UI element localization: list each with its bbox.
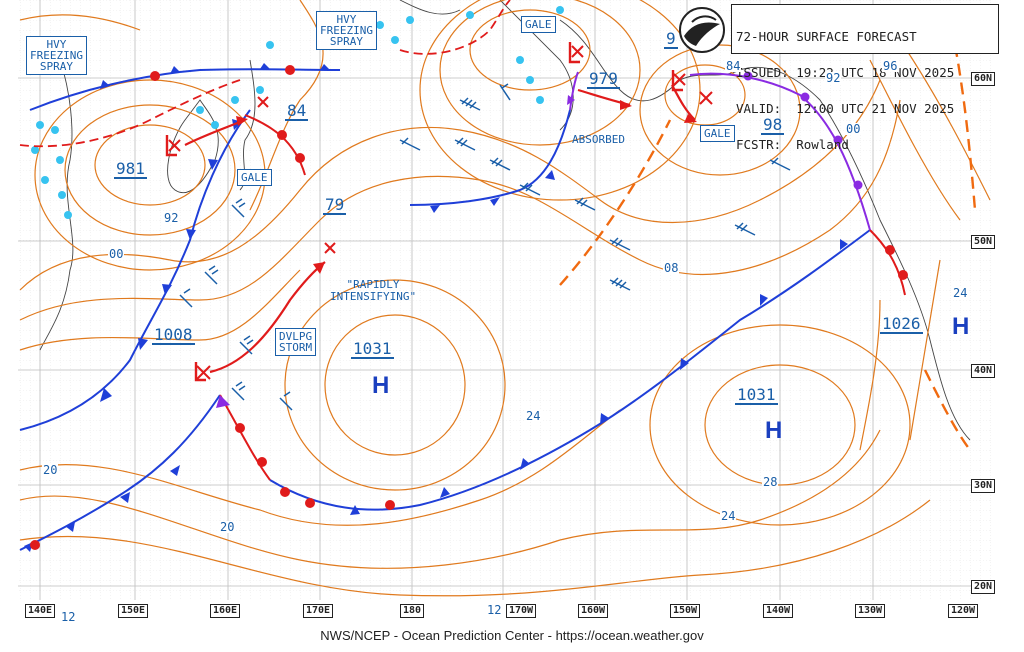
lat-label-20n: 20N [971, 580, 996, 594]
lon-label-170w: 170W [506, 604, 537, 618]
pressure-79: 79 [323, 195, 347, 215]
wind-barbs [179, 83, 791, 411]
isobar-label-08: 08 [663, 261, 680, 275]
high-center-west: H [372, 372, 390, 399]
low-L-symbols [165, 42, 683, 382]
occluded-symbols [216, 71, 863, 408]
lon-label-180: 180 [400, 604, 425, 618]
pressure-1031-west: 1031 [351, 339, 394, 359]
isobar-label-92-east: 92 [825, 71, 842, 85]
lon-label-160e: 160E [210, 604, 241, 618]
lat-label-60n: 60N [971, 72, 996, 86]
high-center-east: H [765, 417, 783, 444]
pressure-979: 979 [587, 69, 620, 89]
lon-label-150w: 150W [670, 604, 701, 618]
isobar-label-24-central: 24 [525, 409, 542, 423]
header-title: 72-HOUR SURFACE FORECAST [736, 29, 917, 44]
footer-credit: NWS/NCEP - Ocean Prediction Center - htt… [320, 628, 704, 643]
pressure-1031-east: 1031 [735, 385, 778, 405]
hvy-freezing-spray-north-box: HVY FREEZING SPRAY [316, 11, 377, 50]
developing-storm-box: DVLPG STORM [275, 328, 317, 356]
gale-east-box: GALE [700, 125, 735, 142]
lat-label-50n: 50N [971, 235, 996, 249]
isobar-label-24-east: 24 [720, 509, 737, 523]
track-arrowheads [236, 100, 697, 274]
lon-label-160w: 160W [578, 604, 609, 618]
header-valid: VALID: 12:00 UTC 21 NOV 2025 [736, 101, 955, 116]
header-forecaster: FCSTR: Rowland [736, 137, 849, 152]
forecast-header: 72-HOUR SURFACE FORECAST ISSUED: 19:22 U… [731, 4, 999, 151]
isobar-label-20: 20 [42, 463, 59, 477]
warm-front-bumps [30, 65, 908, 550]
isobar-label-12-south: 12 [486, 603, 503, 617]
cold-front-barbs [24, 63, 848, 552]
lat-label-40n: 40N [971, 364, 996, 378]
absorbed-label: ABSORBED [572, 133, 625, 146]
pressure-98: 98 [761, 115, 785, 135]
lon-label-120w: 120W [948, 604, 979, 618]
pressure-84: 84 [285, 101, 309, 121]
isobar-label-96: 96 [882, 59, 899, 73]
isobar-label-12: 12 [60, 610, 77, 624]
pressure-1026: 1026 [880, 314, 923, 334]
high-center-coast: H [952, 313, 970, 340]
gale-north-box: GALE [521, 16, 556, 33]
lon-label-140w: 140W [763, 604, 794, 618]
pressure-981: 981 [114, 159, 147, 179]
lon-label-170e: 170E [303, 604, 334, 618]
cold-fronts [19, 68, 871, 551]
low-centers [168, 45, 713, 380]
noaa-logo [679, 7, 725, 53]
isobar-label-28: 28 [762, 475, 779, 489]
isobar-label-20-south: 20 [219, 520, 236, 534]
isobar-label-00-east: 00 [845, 122, 862, 136]
freezing-spray-boundary [19, 0, 511, 148]
isobar-label-00-west: 00 [108, 247, 125, 261]
pressure-9: 9 [664, 29, 678, 49]
isobars [19, 0, 991, 597]
coastlines [39, 0, 971, 441]
troughs [559, 44, 977, 451]
gale-west-box: GALE [237, 169, 272, 186]
isobar-label-24-right: 24 [952, 286, 969, 300]
rapidly-intensifying-label: "RAPIDLY INTENSIFYING" [330, 278, 417, 303]
pressure-1008: 1008 [152, 325, 195, 345]
header-issued: ISSUED: 19:22 UTC 18 NOV 2025 [736, 65, 955, 80]
lon-label-130w: 130W [855, 604, 886, 618]
isobar-label-92-west: 92 [163, 211, 180, 225]
isobar-label-84: 84 [725, 59, 742, 73]
occluded-fronts [569, 71, 871, 231]
hvy-freezing-spray-west-box: HVY FREEZING SPRAY [26, 36, 87, 75]
lon-label-140e: 140E [25, 604, 56, 618]
ice-edge [31, 6, 564, 219]
lon-label-150e: 150E [118, 604, 149, 618]
lat-label-30n: 30N [971, 479, 996, 493]
